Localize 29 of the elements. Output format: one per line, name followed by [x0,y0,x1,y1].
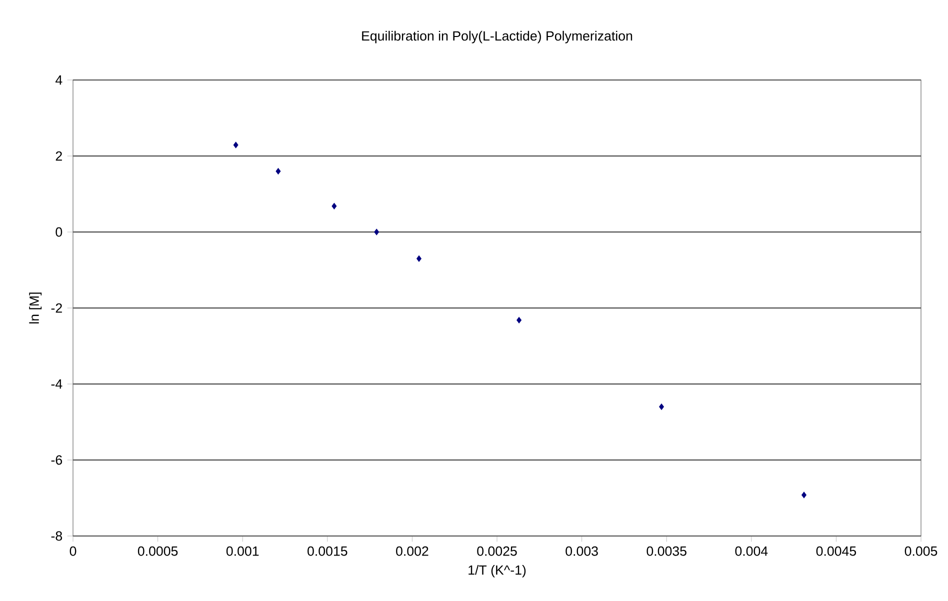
x-tick-label: 0.004 [735,546,768,556]
y-tick-label: -6 [51,455,62,465]
y-tick-label: -8 [51,531,62,541]
point [416,255,422,262]
point [516,316,522,324]
x-tick-label: 0.0035 [646,546,686,556]
point [276,168,281,174]
point [332,202,337,210]
y-tick-label: 4 [56,75,62,85]
point [802,492,806,498]
x-tick-label: 0.0025 [477,546,517,556]
x-tick-label: 0.0045 [816,546,856,556]
y-tick-label: 2 [56,151,62,161]
y-axis-title: ln [M] [29,292,42,324]
x-tick-label: 0.0015 [308,546,348,556]
point [233,142,238,148]
x-tick-label: 0.005 [904,546,938,556]
y-tick-label: 0 [56,227,62,237]
x-tick-label: 0.003 [566,546,598,556]
y-tick-label: -2 [51,303,62,313]
y-tick-label: -4 [51,379,62,389]
x-tick-label: 0.0005 [138,546,178,556]
point [374,228,380,236]
x-tick-label: 0.001 [226,546,259,556]
point [659,404,664,410]
chart-title: Equilibration in Poly(L-Lactide) Polymerization [362,30,632,44]
x-tick-label: 0 [70,546,76,556]
x-axis-title: 1/T (K^-1) [468,564,526,578]
x-tick-label: 0.002 [396,546,428,556]
